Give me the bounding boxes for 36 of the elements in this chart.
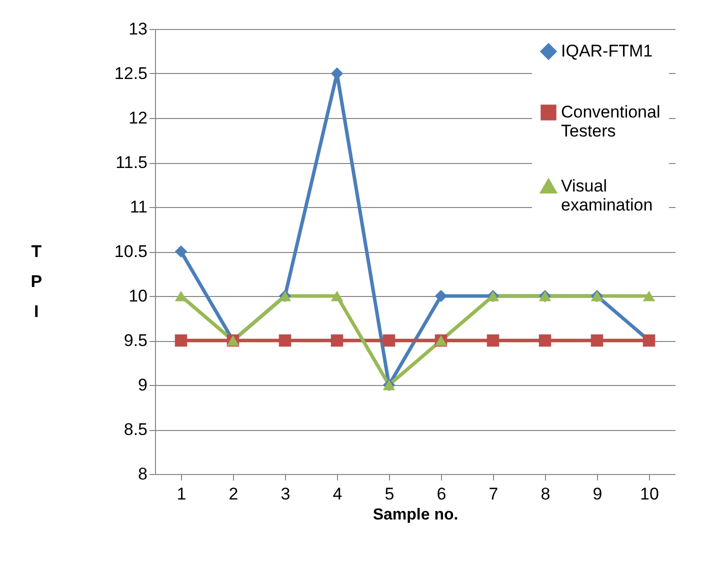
x-tick-label: 2	[228, 484, 238, 504]
x-tick-label: 7	[488, 484, 498, 504]
point	[538, 334, 552, 347]
x-tick-label: 5	[384, 484, 394, 504]
y-tick-label: 11	[130, 198, 148, 216]
y-axis-title: TPI	[30, 242, 42, 321]
x-tick-label: 10	[640, 484, 659, 504]
x-tick-label: 8	[540, 484, 550, 504]
legend-label: Visual examination	[561, 176, 653, 214]
y-tick-label: 9	[138, 376, 148, 394]
point	[330, 290, 344, 302]
point	[642, 290, 656, 302]
point	[278, 334, 292, 347]
y-tick-label: 8.5	[124, 420, 148, 439]
point	[330, 334, 344, 347]
y-tick-label: 10.5	[114, 242, 148, 261]
y-tick-label: 13	[128, 20, 148, 38]
y-tick-label: 12	[128, 108, 148, 128]
point	[174, 334, 188, 347]
x-tick-label: 4	[332, 484, 342, 504]
x-tick-label: 1	[176, 484, 186, 504]
point	[590, 334, 604, 347]
y-tick-label: 11.5	[116, 153, 148, 172]
legend-label: IQAR-FTM1	[561, 42, 653, 60]
point	[174, 245, 188, 258]
y-tick-label: 8	[138, 464, 148, 484]
x-tick-label: 6	[436, 484, 446, 504]
point	[486, 334, 500, 347]
y-tick-label: 10	[128, 286, 148, 306]
y-tick-label: 9.5	[124, 331, 148, 350]
x-tick-label: 3	[280, 484, 290, 504]
legend-label: Conventional Testers	[561, 102, 660, 140]
x-axis-title: Sample no.	[372, 506, 458, 524]
y-tick-label: 12.5	[114, 64, 148, 83]
point	[382, 334, 396, 347]
x-tick-label: 9	[592, 484, 602, 504]
